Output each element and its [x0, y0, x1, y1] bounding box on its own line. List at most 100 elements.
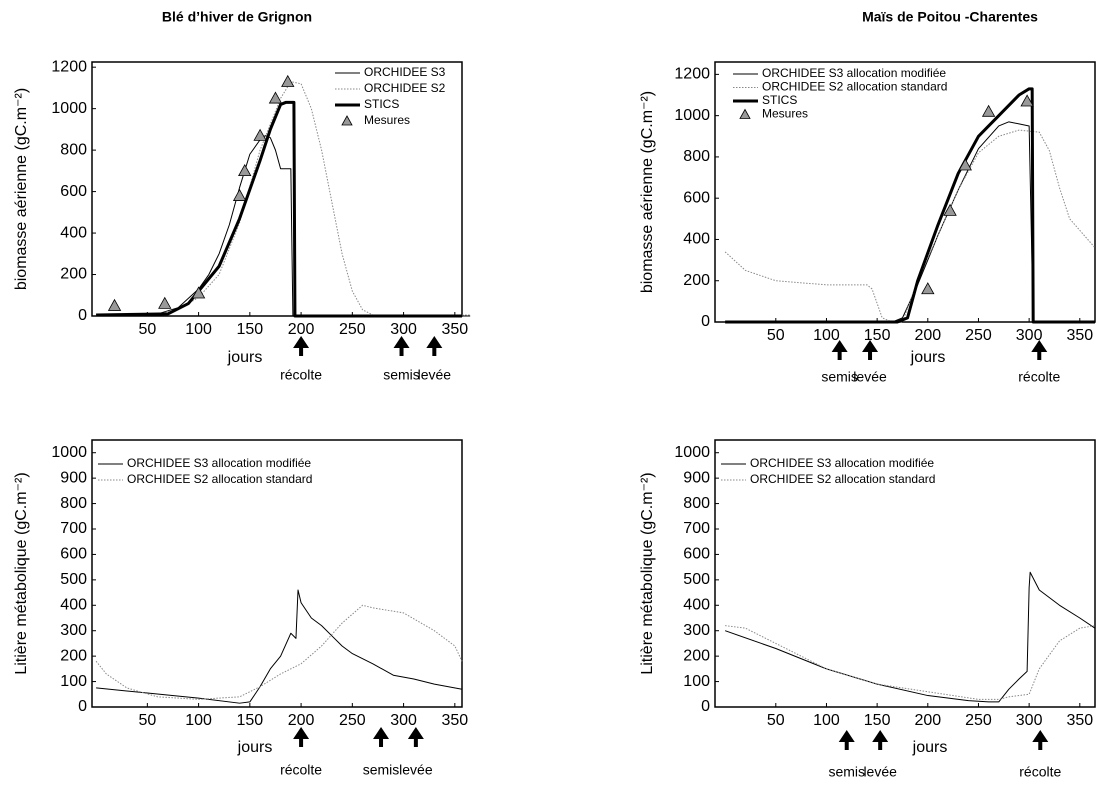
- series-line: [725, 121, 1095, 323]
- y-tick-label: 1000: [51, 444, 87, 461]
- x-axis-label: jours: [227, 349, 263, 366]
- event-label: levée: [863, 764, 897, 780]
- event-arrow: [831, 340, 848, 360]
- y-tick-label: 1000: [674, 444, 710, 461]
- event-arrow: [872, 730, 889, 750]
- y-tick-label: 500: [60, 571, 87, 588]
- x-axis-label: jours: [237, 739, 273, 756]
- measure-marker: [268, 91, 283, 104]
- measure-marker: [232, 188, 247, 201]
- plot-frame: [91, 439, 463, 708]
- legend-label: ORCHIDEE S3 allocation modifiée: [750, 456, 934, 470]
- x-tick-label: 350: [1066, 712, 1093, 729]
- series-line: [96, 589, 463, 704]
- measure-marker: [943, 203, 957, 216]
- y-tick-label: 0: [78, 307, 87, 324]
- x-tick-label: 50: [767, 712, 785, 729]
- y-tick-label: 800: [60, 495, 87, 512]
- x-tick-label: 150: [236, 321, 263, 338]
- x-tick-label: 50: [138, 712, 156, 729]
- y-tick-label: 800: [683, 495, 710, 512]
- x-tick-label: 250: [965, 327, 992, 344]
- x-tick-label: 150: [236, 712, 263, 729]
- x-tick-label: 250: [965, 712, 992, 729]
- event-label: récolte: [280, 367, 322, 383]
- x-tick-label: 200: [288, 712, 315, 729]
- series-line: [724, 129, 1096, 323]
- legend-swatch: [739, 108, 751, 119]
- y-tick-label: 500: [683, 571, 710, 588]
- panel: Litière métabolique (gC.m⁻²) jours 50 100 15…: [639, 439, 1096, 780]
- event-label: semis: [383, 367, 420, 383]
- event-label: semis: [363, 762, 400, 778]
- y-axis-label: biomasse aérienne (gC.m⁻²): [13, 88, 30, 290]
- series-line: [725, 87, 1095, 324]
- plot-frame: [714, 439, 1096, 708]
- y-tick-label: 1200: [51, 58, 87, 75]
- y-tick-label: 600: [683, 189, 710, 206]
- measure-marker: [158, 296, 172, 309]
- series-line: [96, 81, 471, 316]
- x-tick-label: 300: [1016, 327, 1043, 344]
- legend-label: STICS: [762, 93, 797, 107]
- series-line: [724, 571, 1096, 703]
- y-axis-label: biomasse aérienne (gC.m⁻²): [639, 91, 656, 293]
- measure-marker: [253, 128, 267, 141]
- y-tick-label: 700: [683, 520, 710, 537]
- legend-label: ORCHIDEE S3 allocation modifiée: [762, 66, 946, 80]
- measure-marker: [107, 298, 122, 311]
- legend-label: STICS: [364, 97, 399, 111]
- y-tick-label: 600: [683, 546, 710, 563]
- legend-label: ORCHIDEE S2: [364, 81, 446, 95]
- legend-swatch: [341, 115, 353, 126]
- y-tick-label: 200: [60, 266, 87, 283]
- y-tick-label: 0: [78, 698, 87, 715]
- event-label: levée: [853, 369, 887, 385]
- x-tick-label: 200: [914, 327, 941, 344]
- chart-title: Blé d’hiver de Grignon: [162, 9, 312, 25]
- measure-marker: [1020, 94, 1034, 107]
- y-tick-label: 200: [60, 647, 87, 664]
- y-axis-label: Litière métabolique (gC.m⁻²): [13, 472, 30, 674]
- legend-label: Mesures: [762, 107, 808, 121]
- x-axis-label: jours: [912, 739, 948, 756]
- measure-marker: [191, 286, 206, 299]
- event-arrow: [373, 727, 390, 747]
- event-label: levée: [399, 762, 433, 778]
- x-tick-label: 350: [441, 712, 468, 729]
- x-tick-label: 300: [1016, 712, 1043, 729]
- x-tick-label: 50: [767, 327, 785, 344]
- event-arrow: [426, 336, 443, 356]
- x-tick-label: 200: [914, 712, 941, 729]
- event-label: récolte: [1019, 764, 1061, 780]
- x-tick-label: 350: [441, 321, 468, 338]
- measure-marker: [958, 158, 972, 171]
- legend-label: ORCHIDEE S3 allocation modifiée: [127, 456, 311, 470]
- y-tick-label: 100: [60, 673, 87, 690]
- event-arrow: [838, 730, 855, 750]
- y-tick-label: 300: [683, 622, 710, 639]
- x-tick-label: 50: [138, 321, 156, 338]
- measure-marker: [281, 74, 295, 87]
- legend-label: ORCHIDEE S2 allocation standard: [127, 472, 312, 486]
- event-arrow: [407, 727, 424, 747]
- series-line: [96, 135, 471, 317]
- x-axis-label: jours: [910, 349, 946, 366]
- y-tick-label: 1200: [674, 66, 710, 83]
- event-arrow: [1031, 340, 1048, 360]
- y-tick-label: 400: [683, 597, 710, 614]
- y-axis-label: Litière métabolique (gC.m⁻²): [639, 472, 656, 674]
- plot-frame: [714, 61, 1096, 323]
- panel: Maïs de Poitou -Charentes biomasse aérien…: [639, 9, 1096, 385]
- y-tick-label: 300: [60, 622, 87, 639]
- y-tick-label: 700: [60, 520, 87, 537]
- series-line: [725, 625, 1096, 700]
- event-label: semis: [828, 764, 865, 780]
- x-tick-label: 150: [864, 712, 891, 729]
- x-tick-label: 250: [339, 712, 366, 729]
- y-tick-label: 400: [683, 231, 710, 248]
- x-tick-label: 300: [390, 712, 417, 729]
- x-tick-label: 150: [864, 327, 891, 344]
- y-tick-label: 400: [60, 597, 87, 614]
